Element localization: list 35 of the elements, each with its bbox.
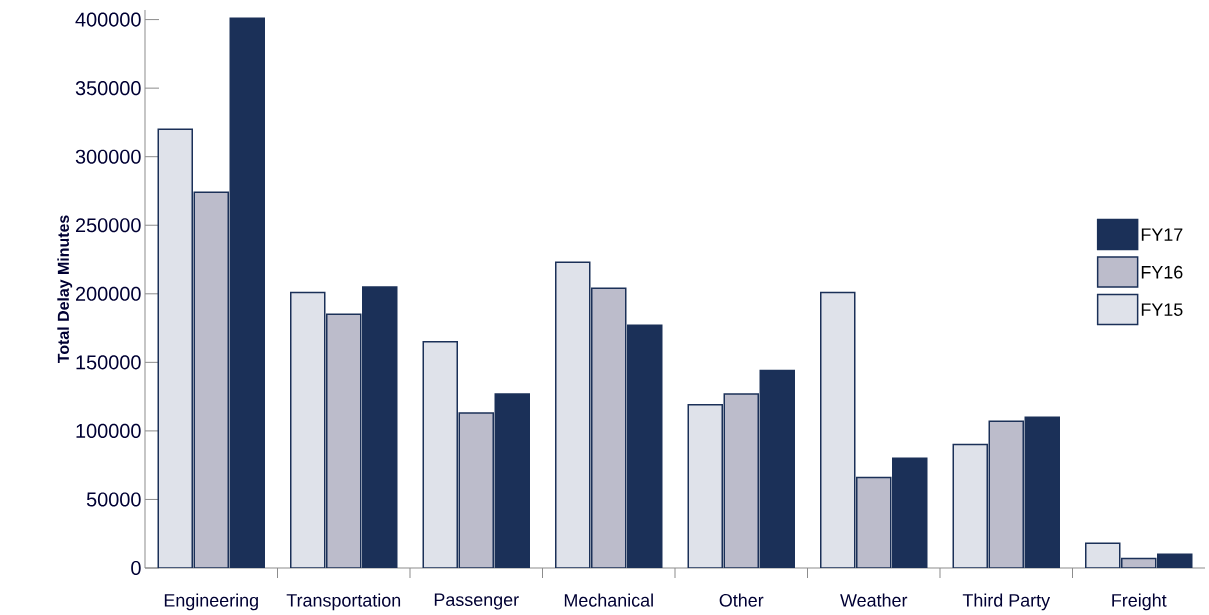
bar xyxy=(988,420,1024,568)
bar xyxy=(952,443,988,568)
legend-label: FY16 xyxy=(1141,265,1183,279)
bar xyxy=(820,291,856,568)
x-tick-label: Freight xyxy=(1112,593,1167,611)
bar xyxy=(422,341,458,568)
y-tick-label: 50000 xyxy=(86,492,141,507)
bar xyxy=(157,128,193,568)
bar xyxy=(458,412,494,568)
y-tick-label: 350000 xyxy=(75,81,141,96)
y-tick-label: 250000 xyxy=(75,218,141,233)
y-tick-label: 400000 xyxy=(75,12,141,27)
x-tick-label: Passenger xyxy=(434,593,519,610)
x-tick-label: Transportation xyxy=(286,593,401,611)
bar xyxy=(591,287,627,568)
x-tick-label: Mechanical xyxy=(564,593,653,607)
x-tick-label: Weather xyxy=(840,593,908,607)
y-tick-label: 150000 xyxy=(76,355,141,370)
x-tick-label: Other xyxy=(719,593,764,607)
bar xyxy=(687,404,723,568)
bar xyxy=(856,476,892,568)
bar xyxy=(723,393,759,568)
y-tick-label: 200000 xyxy=(75,286,141,301)
y-tick-label: 100000 xyxy=(76,423,141,438)
x-tick-label: Engineering xyxy=(164,593,258,611)
bar xyxy=(290,291,326,568)
y-tick-label: 0 xyxy=(131,560,141,576)
legend-label: FY15 xyxy=(1141,303,1183,316)
bar xyxy=(555,261,591,568)
x-tick-label: Third Party xyxy=(962,593,1051,611)
bar xyxy=(326,313,362,568)
y-tick-label: 300000 xyxy=(75,149,141,164)
bar xyxy=(193,191,229,568)
legend-label: FY17 xyxy=(1141,228,1183,241)
y-axis-title: Total Delay Minutes xyxy=(57,215,73,364)
